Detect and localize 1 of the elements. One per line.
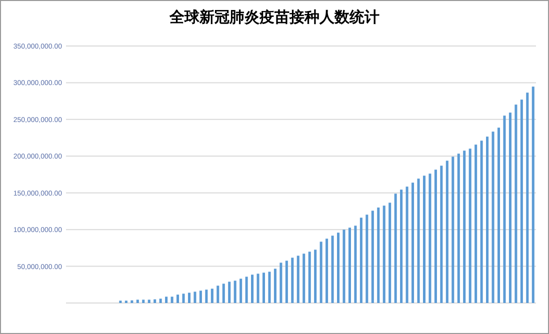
title: 全球新冠肺炎疫苗接种人数统计 [170,9,380,26]
